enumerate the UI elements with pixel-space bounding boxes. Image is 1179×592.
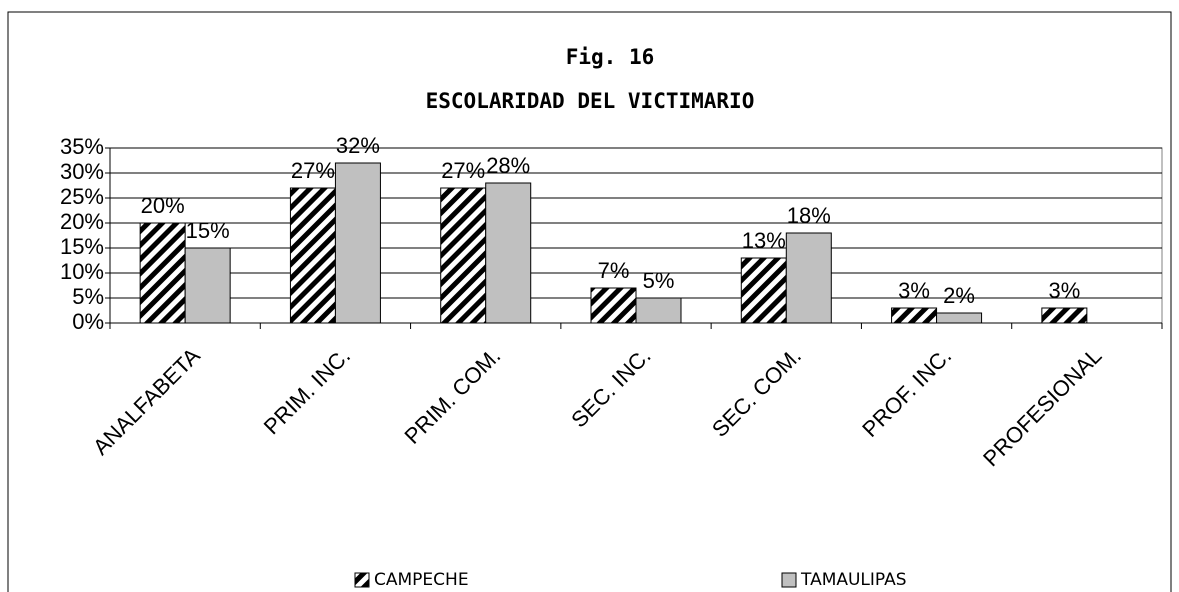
chart-subtitle: ESCOLARIDAD DEL VICTIMARIO bbox=[426, 89, 755, 113]
bar bbox=[1041, 307, 1088, 324]
data-label: 18% bbox=[787, 203, 831, 228]
data-label: 32% bbox=[336, 133, 380, 158]
legend-swatch bbox=[354, 572, 370, 588]
y-tick-label: 0% bbox=[72, 309, 104, 334]
y-tick-label: 25% bbox=[60, 184, 104, 209]
bar bbox=[785, 232, 832, 324]
y-tick-label: 35% bbox=[60, 134, 104, 159]
bar bbox=[740, 257, 787, 324]
legend-label: TAMAULIPAS bbox=[800, 570, 907, 590]
chart-title: Fig. 16 bbox=[566, 45, 655, 69]
bar bbox=[590, 287, 637, 324]
data-label: 20% bbox=[141, 193, 185, 218]
bar bbox=[440, 187, 487, 324]
y-tick-label: 10% bbox=[60, 259, 104, 284]
bar bbox=[936, 312, 983, 324]
data-label: 3% bbox=[1048, 278, 1080, 303]
y-tick-label: 30% bbox=[60, 159, 104, 184]
y-tick-label: 20% bbox=[60, 209, 104, 234]
data-label: 27% bbox=[441, 158, 485, 183]
data-label: 13% bbox=[742, 228, 786, 253]
data-label: 5% bbox=[643, 268, 675, 293]
bar bbox=[891, 307, 938, 324]
legend-swatch bbox=[781, 572, 797, 588]
bar bbox=[289, 187, 336, 324]
data-label: 7% bbox=[598, 258, 630, 283]
y-tick-label: 15% bbox=[60, 234, 104, 259]
data-label: 28% bbox=[486, 153, 530, 178]
data-label: 3% bbox=[898, 278, 930, 303]
data-label: 2% bbox=[943, 283, 975, 308]
legend-label: CAMPECHE bbox=[374, 570, 469, 590]
bar bbox=[184, 247, 231, 324]
bar bbox=[334, 162, 381, 324]
bar bbox=[485, 182, 532, 324]
bar bbox=[139, 222, 186, 324]
data-label: 27% bbox=[291, 158, 335, 183]
y-tick-label: 5% bbox=[72, 284, 104, 309]
bar bbox=[635, 297, 682, 324]
data-label: 15% bbox=[186, 218, 230, 243]
